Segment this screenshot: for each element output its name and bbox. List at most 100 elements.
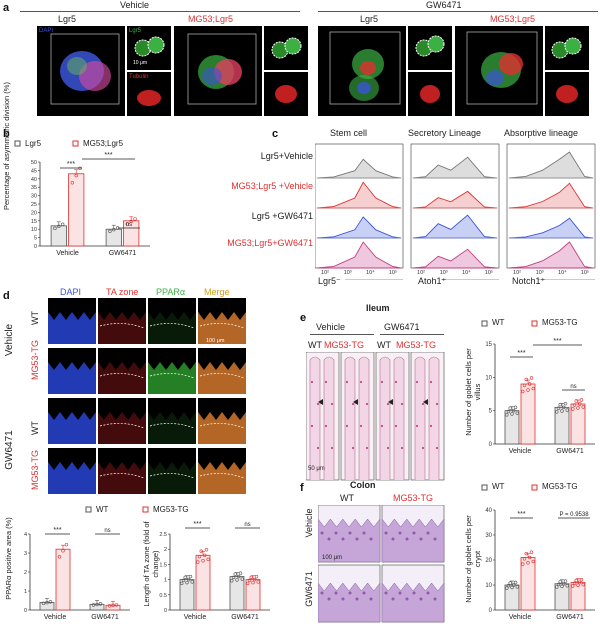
ta-zone-outline — [149, 473, 195, 479]
y-tick-label: 1.5 — [159, 562, 167, 568]
y-tick-label: 3 — [24, 551, 27, 557]
goblet-cell — [324, 424, 328, 428]
goblet-cell — [327, 537, 331, 541]
data-point — [578, 402, 582, 406]
histogram-curve — [508, 217, 594, 239]
chart-f: 0 10 20 30 40 Vehicle GW6471 *** P = 0.9538 — [481, 484, 595, 621]
data-point — [510, 585, 514, 590]
ta-zone-outline — [99, 373, 145, 379]
panel-d-group-vehicle: Vehicle — [4, 323, 15, 357]
panel-e-line-1 — [310, 334, 374, 335]
ylabel-e: Number of goblet cells per villus — [464, 348, 482, 436]
panel-f-histology: 100 μm — [317, 504, 446, 628]
tissue-shape — [148, 412, 196, 444]
data-point — [91, 603, 96, 607]
y-tick-label: 15 — [31, 219, 37, 225]
goblet-cell — [419, 537, 423, 541]
goblet-cell — [400, 402, 404, 406]
data-point — [528, 382, 532, 386]
panel-d-row-tg-2: MG53-TG — [30, 449, 40, 490]
micrograph-vehicle-mg53-3d — [174, 26, 262, 116]
y-tick-label: 40 — [485, 508, 492, 514]
tissue-shape — [198, 412, 246, 444]
sig-label: *** — [553, 338, 561, 345]
data-point — [515, 411, 519, 415]
data-point — [555, 585, 559, 589]
data-point — [45, 600, 49, 605]
data-point — [563, 401, 568, 406]
data-point — [230, 579, 234, 583]
histogram-tick-label: 10³ — [536, 270, 544, 276]
data-point — [562, 582, 566, 586]
goblet-cell — [421, 446, 425, 450]
goblet-cell — [412, 531, 416, 535]
data-point — [237, 574, 241, 579]
scalebar-f: 100 μm — [322, 555, 343, 561]
scalebar-e: 50 μm — [308, 466, 325, 472]
goblet-cell — [334, 531, 338, 535]
sig-label: P = 0.9538 — [559, 512, 589, 518]
data-point — [579, 398, 584, 402]
micrograph-gw-mg53-red — [545, 72, 589, 116]
goblet-cell — [394, 424, 398, 428]
data-point — [187, 577, 191, 582]
category-label: Vehicle — [184, 614, 207, 621]
panel-e-col-wt-1: WT — [308, 340, 322, 350]
tissue-shape — [198, 462, 246, 494]
panel-b-label: b — [3, 128, 10, 140]
histogram-curve — [412, 190, 498, 209]
data-point — [579, 578, 584, 582]
panel-e-histology: 50 μm — [305, 351, 446, 487]
bar — [55, 548, 71, 611]
goblet-cell — [334, 591, 338, 595]
data-point — [562, 405, 566, 410]
histogram-curve — [316, 241, 402, 269]
y-tick-label: 5 — [489, 409, 493, 415]
legend-f-wt: WT — [492, 482, 505, 491]
category-label: GW6471 — [556, 614, 584, 621]
data-point — [246, 581, 250, 586]
data-point — [506, 409, 511, 414]
goblet-cell — [405, 597, 409, 601]
goblet-cell — [429, 424, 433, 428]
tissue-shape — [98, 362, 146, 394]
goblet-cell — [433, 537, 437, 541]
panel-b-legend: Lgr5 MG53;Lgr5 — [15, 139, 123, 148]
panel-d-group-gw: GW6471 — [4, 430, 15, 470]
arrowhead — [318, 399, 323, 405]
y-tick-label: 30 — [485, 533, 492, 539]
data-point — [522, 383, 527, 388]
data-point — [571, 584, 575, 588]
panel-c-row-2: MG53;Lgr5 +Vehicle — [231, 181, 313, 191]
goblet-cell — [412, 591, 416, 595]
goblet-cell — [421, 402, 425, 406]
micrograph-vehicle-lgr5-green: Lgr5 10 μm — [127, 26, 171, 70]
ta-zone-outline — [199, 423, 245, 429]
goblet-cell — [415, 380, 419, 384]
data-point — [201, 559, 205, 563]
bar — [195, 554, 211, 611]
goblet-cell — [384, 531, 388, 535]
data-point — [528, 555, 532, 560]
panel-f-row-gw: GW6471 — [304, 571, 314, 607]
category-label: GW6471 — [231, 614, 259, 621]
goblet-cell — [426, 531, 430, 535]
category-label: GW6471 — [91, 614, 119, 621]
bar — [68, 173, 85, 247]
ta-zone-outline — [149, 323, 195, 329]
sig-label: *** — [517, 511, 525, 518]
data-point — [231, 575, 236, 580]
y-tick-label: 0 — [489, 442, 493, 448]
histogram-tick-label: 10³ — [344, 270, 352, 276]
category-label: Vehicle — [56, 250, 79, 257]
data-point — [510, 412, 514, 416]
micrograph-tile — [98, 448, 146, 494]
chart-d: 0 1 2 3 4 Vehicle GW6471 *** ns 0 0.5 1 1.5 2 2.5 Vehi… — [24, 506, 270, 621]
histogram-tick-label: 10⁴ — [462, 269, 471, 276]
goblet-cell — [386, 446, 390, 450]
y-tick-label: 35 — [31, 185, 37, 191]
y-tick-label: 0 — [34, 244, 37, 250]
goblet-cell — [415, 424, 419, 428]
sig-label: *** — [104, 152, 112, 159]
data-point — [188, 574, 193, 579]
